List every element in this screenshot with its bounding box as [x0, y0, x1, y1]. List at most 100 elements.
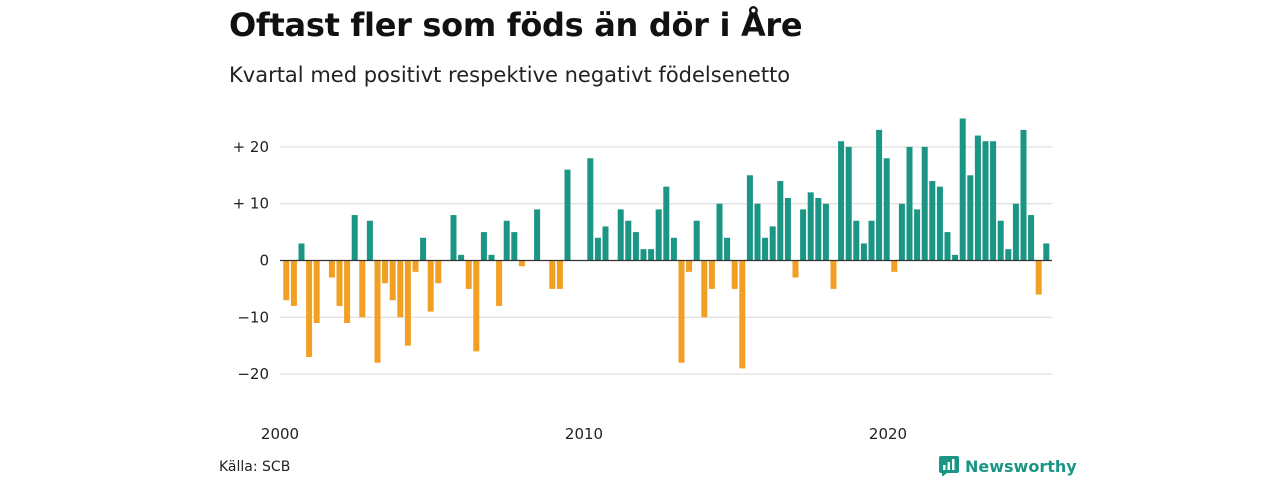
bar [800, 209, 807, 261]
bar [435, 260, 442, 284]
bar [1012, 203, 1019, 261]
bar [655, 209, 662, 261]
bar [830, 260, 837, 289]
bar [351, 215, 358, 261]
bar [739, 260, 746, 369]
chart-title: Oftast fler som föds än dör i Åre [229, 6, 803, 44]
y-tick-label: + 20 [233, 138, 269, 156]
x-tick-label: 2010 [565, 425, 603, 443]
bar [374, 260, 381, 363]
bar [990, 141, 997, 261]
bar [290, 260, 297, 306]
bar [587, 158, 594, 261]
newsworthy-logo-icon [939, 456, 959, 476]
bar [336, 260, 343, 306]
bar [777, 180, 784, 261]
bar [397, 260, 404, 318]
bar [967, 175, 974, 261]
bar [914, 209, 921, 261]
bar [663, 186, 670, 261]
bar [389, 260, 396, 301]
bar [762, 237, 769, 261]
bar [617, 209, 624, 261]
bar [883, 158, 890, 261]
bar [974, 135, 981, 261]
bar [891, 260, 898, 272]
bar [746, 175, 753, 261]
bar [328, 260, 335, 278]
bar [822, 203, 829, 261]
bar [556, 260, 563, 289]
bar [807, 192, 814, 261]
bar [480, 232, 487, 261]
bar [716, 203, 723, 261]
brand-logo: Newsworthy [939, 456, 1077, 476]
bar [473, 260, 480, 352]
y-tick-label: −20 [237, 365, 269, 383]
bar [944, 232, 951, 261]
bars [283, 118, 1050, 369]
bar [792, 260, 799, 278]
bar [632, 232, 639, 261]
bar [936, 186, 943, 261]
bar [868, 220, 875, 261]
bar [860, 243, 867, 261]
bar [708, 260, 715, 289]
bar [678, 260, 685, 363]
bar [952, 254, 959, 261]
bar [754, 203, 761, 261]
bar [549, 260, 556, 289]
bar [838, 141, 845, 261]
bar [503, 220, 510, 261]
bar [625, 220, 632, 261]
bar [693, 220, 700, 261]
bar [602, 226, 609, 261]
bar [648, 249, 655, 261]
bar [1028, 215, 1035, 261]
bar [670, 237, 677, 261]
bar [929, 180, 936, 261]
chart-subtitle: Kvartal med positivt respektive negativt… [229, 63, 791, 87]
y-tick-label: + 10 [233, 195, 269, 213]
bar [564, 169, 571, 261]
y-tick-label: 0 [259, 252, 269, 270]
bar [283, 260, 290, 301]
bar [465, 260, 472, 289]
bar [496, 260, 503, 306]
bar [845, 146, 852, 261]
bar [686, 260, 693, 272]
bar [906, 146, 913, 261]
bar [731, 260, 738, 289]
x-tick-label: 2000 [261, 425, 299, 443]
bar [1020, 129, 1027, 261]
brand-name: Newsworthy [965, 456, 1077, 476]
x-tick-labels: 2000 2010 2020 [261, 425, 907, 443]
bar [594, 237, 601, 261]
y-tick-label: −10 [237, 308, 269, 326]
y-tick-labels: + 20 + 10 0 −10 −20 [233, 138, 269, 383]
bar [1005, 249, 1012, 261]
bar [511, 232, 518, 261]
bar [382, 260, 389, 284]
bar [1043, 243, 1050, 261]
bar [701, 260, 708, 318]
bar [898, 203, 905, 261]
bar [784, 198, 791, 261]
source-note: Källa: SCB [219, 459, 291, 475]
bar [769, 226, 776, 261]
bar [344, 260, 351, 323]
bar [404, 260, 411, 346]
bar [1035, 260, 1042, 295]
bar [427, 260, 434, 312]
bar [488, 254, 495, 261]
bar [412, 260, 419, 272]
bar [306, 260, 313, 358]
bar [298, 243, 305, 261]
bar [359, 260, 366, 318]
x-tick-label: 2020 [869, 425, 907, 443]
bar [959, 118, 966, 261]
bar [458, 254, 465, 261]
bar-chart: + 20 + 10 0 −10 −20 2000 2010 2020 [233, 118, 1052, 443]
bar [853, 220, 860, 261]
bar [982, 141, 989, 261]
